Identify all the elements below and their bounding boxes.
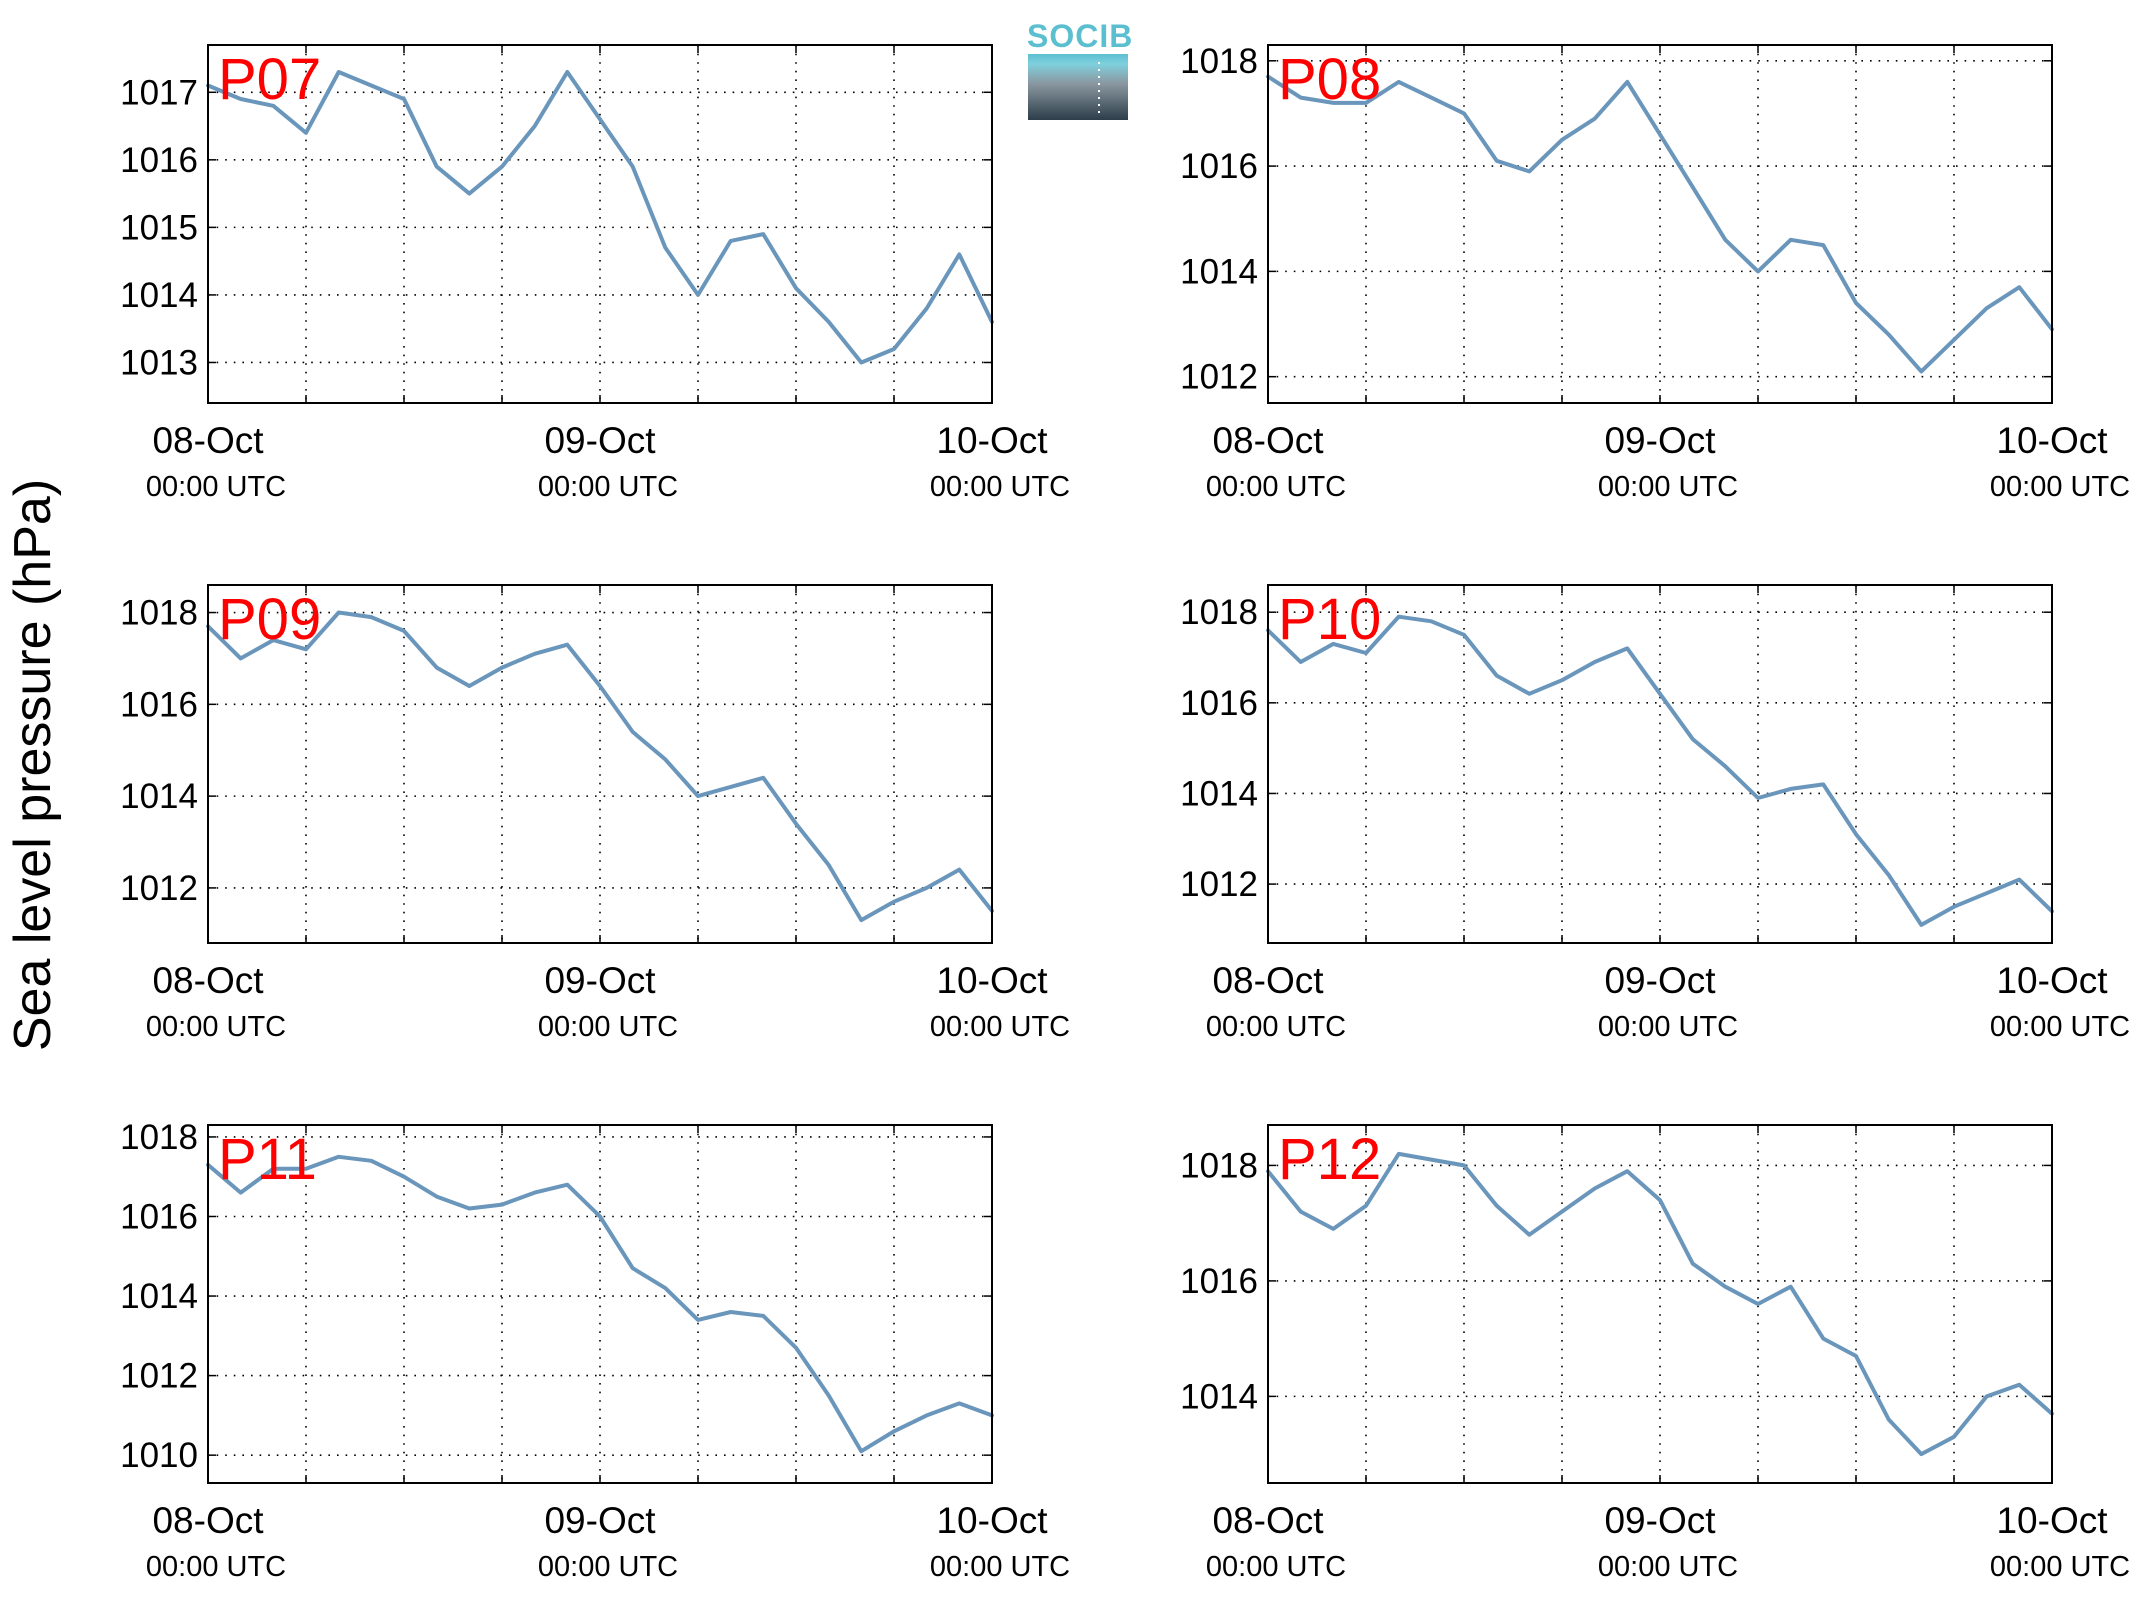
x-tick-label-time: 00:00 UTC xyxy=(538,1011,678,1043)
x-tick-label-time: 00:00 UTC xyxy=(1990,1011,2130,1043)
panel-p09: 1012 1014 1016 1018 08-Oct 00:00 UTC 09-Oct 00:… xyxy=(120,585,1070,1043)
x-tick-label-date: 08-Oct xyxy=(152,1500,264,1541)
y-tick-label: 1016 xyxy=(120,685,198,724)
panel-p11: 1010 1012 1014 1016 1018 08-Oct 00:00 UTC 09-Oc… xyxy=(120,1118,1070,1583)
y-tick-label: 1016 xyxy=(1180,684,1258,723)
x-tick-label-time: 00:00 UTC xyxy=(1206,1551,1346,1583)
panel-p08: 1012 1014 1016 1018 08-Oct 00:00 UTC 09-Oct 00:… xyxy=(1180,42,2130,503)
y-tick-label: 1018 xyxy=(1180,1146,1258,1185)
y-tick-label: 1017 xyxy=(120,73,198,112)
x-tick-label-time: 00:00 UTC xyxy=(538,1551,678,1583)
x-tick-label-time: 00:00 UTC xyxy=(1206,471,1346,503)
x-tick-label-date: 10-Oct xyxy=(936,420,1048,461)
station-label: P10 xyxy=(1278,587,1381,652)
x-tick-label-date: 10-Oct xyxy=(936,960,1048,1001)
x-tick-label-time: 00:00 UTC xyxy=(930,1011,1070,1043)
station-label: P12 xyxy=(1278,1127,1381,1192)
y-tick-label: 1014 xyxy=(1180,1377,1258,1416)
panel-p07: 1013 1014 1015 1016 1017 08-Oct 00:00 UTC 09-Oc… xyxy=(120,45,1070,503)
axes-frame xyxy=(208,1125,992,1483)
y-tick-label: 1012 xyxy=(1180,865,1258,904)
y-tick-label: 1014 xyxy=(1180,774,1258,813)
x-tick-label-date: 09-Oct xyxy=(1604,420,1716,461)
x-tick-label-time: 00:00 UTC xyxy=(538,471,678,503)
y-tick-label: 1016 xyxy=(120,141,198,180)
x-tick-label-time: 00:00 UTC xyxy=(1206,1011,1346,1043)
station-label: P08 xyxy=(1278,47,1381,112)
x-tick-label-date: 09-Oct xyxy=(1604,960,1716,1001)
x-tick-label-time: 00:00 UTC xyxy=(1598,1551,1738,1583)
y-tick-label: 1014 xyxy=(120,276,198,315)
station-label: P11 xyxy=(218,1127,317,1192)
y-tick-label: 1016 xyxy=(120,1197,198,1236)
x-tick-label-time: 00:00 UTC xyxy=(146,471,286,503)
x-tick-label-time: 00:00 UTC xyxy=(1598,471,1738,503)
x-tick-label-date: 08-Oct xyxy=(1212,960,1324,1001)
x-tick-label-date: 09-Oct xyxy=(544,1500,656,1541)
x-tick-label-time: 00:00 UTC xyxy=(1990,471,2130,503)
y-tick-label: 1014 xyxy=(120,777,198,816)
axes-frame xyxy=(1268,45,2052,403)
x-tick-label-time: 00:00 UTC xyxy=(146,1011,286,1043)
y-tick-label: 1018 xyxy=(1180,593,1258,632)
x-tick-label-date: 10-Oct xyxy=(936,1500,1048,1541)
x-tick-label-time: 00:00 UTC xyxy=(930,471,1070,503)
x-tick-label-date: 08-Oct xyxy=(1212,420,1324,461)
y-tick-label: 1016 xyxy=(1180,1262,1258,1301)
x-tick-label-date: 10-Oct xyxy=(1996,960,2108,1001)
station-label: P09 xyxy=(218,587,321,652)
y-tick-label: 1018 xyxy=(120,594,198,633)
axes-frame xyxy=(1268,585,2052,943)
x-tick-label-date: 10-Oct xyxy=(1996,420,2108,461)
y-tick-label: 1018 xyxy=(120,1118,198,1157)
y-tick-label: 1013 xyxy=(120,343,198,382)
x-tick-label-date: 08-Oct xyxy=(1212,1500,1324,1541)
y-tick-label: 1012 xyxy=(1180,358,1258,397)
x-tick-label-date: 08-Oct xyxy=(152,420,264,461)
x-tick-label-date: 08-Oct xyxy=(152,960,264,1001)
y-tick-label: 1015 xyxy=(120,208,198,247)
y-tick-label: 1014 xyxy=(120,1277,198,1316)
x-tick-label-time: 00:00 UTC xyxy=(1598,1011,1738,1043)
x-tick-label-time: 00:00 UTC xyxy=(146,1551,286,1583)
x-tick-label-time: 00:00 UTC xyxy=(1990,1551,2130,1583)
series-line xyxy=(1268,77,2052,372)
axes-frame xyxy=(1268,1125,2052,1483)
x-tick-label-date: 09-Oct xyxy=(544,420,656,461)
y-tick-label: 1012 xyxy=(120,1357,198,1396)
x-tick-label-date: 09-Oct xyxy=(544,960,656,1001)
x-tick-label-time: 00:00 UTC xyxy=(930,1551,1070,1583)
series-line xyxy=(208,1157,992,1451)
y-tick-label: 1012 xyxy=(120,869,198,908)
y-tick-label: 1018 xyxy=(1180,42,1258,81)
axes-frame xyxy=(208,585,992,943)
x-tick-label-date: 09-Oct xyxy=(1604,1500,1716,1541)
panel-p12: 1014 1016 1018 08-Oct 00:00 UTC 09-Oct 00:00 U… xyxy=(1180,1125,2130,1583)
y-tick-label: 1014 xyxy=(1180,252,1258,291)
x-tick-label-date: 10-Oct xyxy=(1996,1500,2108,1541)
station-label: P07 xyxy=(218,47,321,112)
panel-p10: 1012 1014 1016 1018 08-Oct 00:00 UTC 09-Oct 00:… xyxy=(1180,585,2130,1043)
y-tick-label: 1010 xyxy=(120,1436,198,1475)
y-tick-label: 1016 xyxy=(1180,147,1258,186)
